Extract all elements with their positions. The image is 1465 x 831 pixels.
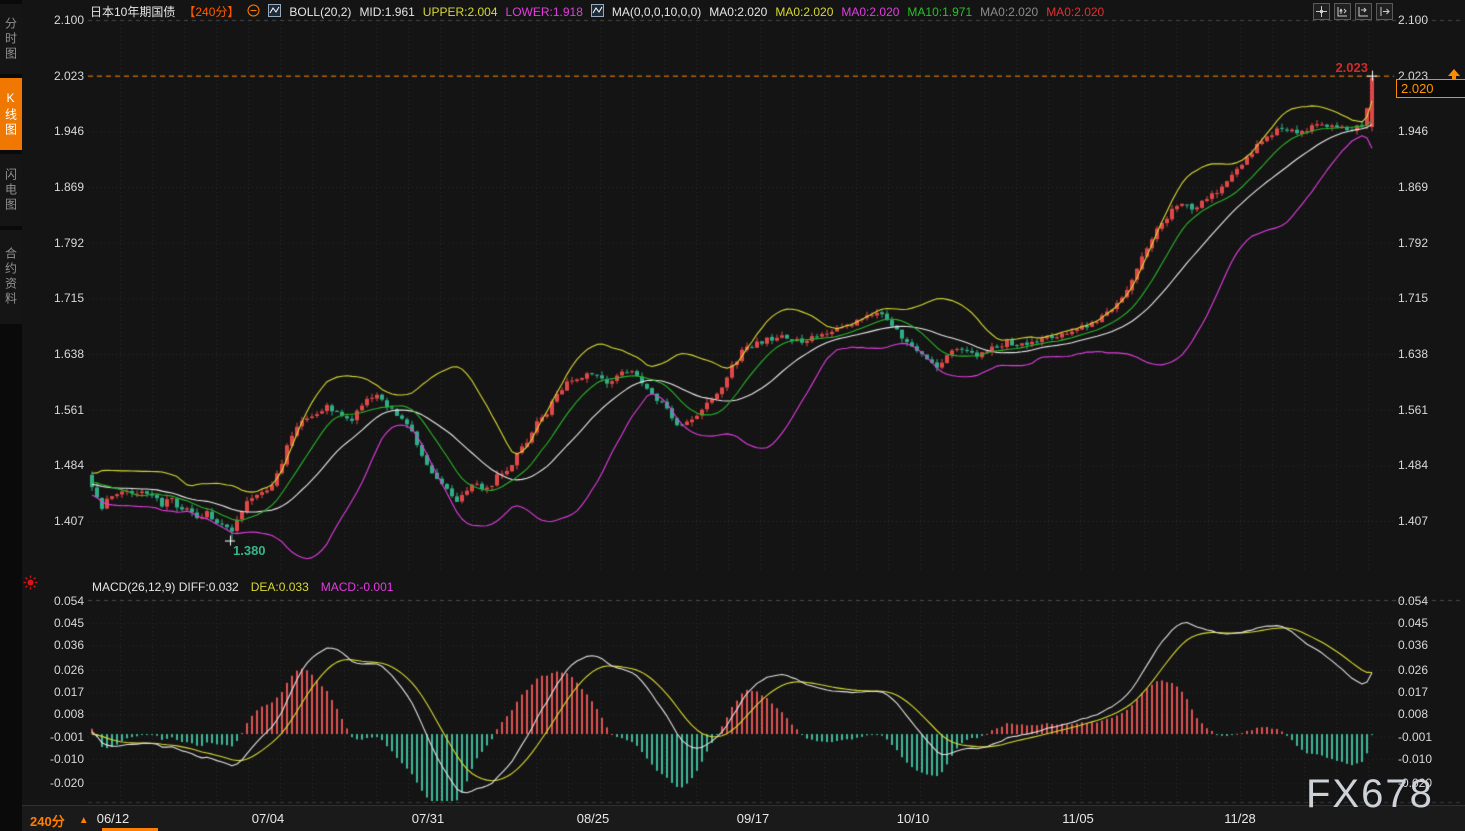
y-axis-tick-right: -0.020 [1398, 776, 1433, 791]
tab-kline-chart[interactable]: K线图 [0, 78, 22, 150]
time-axis-bar: 240分 ▲ 06/12 07/04 07/31 08/25 09/17 10/10 11/… [22, 805, 1465, 831]
y-axis-tick-right: 1.869 [1398, 180, 1429, 194]
x-axis-date-label: 08/25 [576, 811, 610, 826]
y-axis-tick-left: 1.561 [53, 402, 84, 417]
alert-burst-icon[interactable] [23, 575, 38, 595]
y-axis-tick-left: 0.045 [53, 616, 84, 631]
boll-upper-value: UPPER:2.004 [422, 4, 498, 19]
ma0-value-2: MA0:2.020 [775, 4, 834, 19]
boll-name: BOLL(20,2) [289, 4, 352, 19]
macd-hist-value: MACD:-0.001 [320, 580, 394, 594]
x-axis-date-label: 09/17 [736, 811, 770, 826]
y-axis-tick-left: -0.020 [49, 776, 84, 791]
y-axis-tick-left: 1.715 [53, 291, 84, 306]
fx678-watermark: FX678 [1306, 772, 1434, 816]
period-label: 240分 [30, 814, 65, 829]
period-selector[interactable]: 240分 ▲ [30, 811, 89, 830]
y-axis-tick-left: 1.869 [53, 180, 84, 194]
y-axis-tick-left: 1.638 [53, 347, 84, 361]
ma0-value-1: MA0:2.020 [709, 4, 768, 19]
y-axis-tick-left: 2.100 [53, 13, 84, 27]
y-axis-tick-left: 0.054 [53, 594, 84, 608]
ma10-value: MA10:1.971 [907, 4, 973, 19]
y-axis-tick-right: 0.045 [1398, 616, 1429, 631]
boll-lower-value: LOWER:1.918 [505, 4, 583, 19]
x-axis-date-label: 07/31 [411, 811, 445, 826]
x-axis-date-label: 10/10 [896, 811, 930, 826]
session-high-annotation: 2.023 [1335, 60, 1368, 75]
y-axis-tick-right: 1.715 [1398, 291, 1429, 306]
macd-dea-value: DEA:0.033 [250, 580, 309, 594]
chart-toolbar [1313, 3, 1393, 20]
macd-legend: MACD(26,12,9) DIFF:0.032 DEA:0.033 MACD:… [92, 580, 393, 594]
y-axis-tick-left: 0.026 [53, 663, 84, 678]
boll-indicator-icon[interactable] [268, 3, 282, 20]
ma0-value-6: MA0:2.020 [1046, 4, 1105, 19]
y-axis-tick-right: 0.054 [1398, 594, 1429, 608]
y-axis-tick-left: -0.001 [49, 729, 84, 744]
y-axis-tick-left: -0.010 [49, 751, 84, 766]
y-axis-tick-right: 1.561 [1398, 402, 1429, 417]
chart-legend-bar: 日本10年期国债 【240分】 BOLL(20,2) MID:1.961 UPP… [90, 3, 1104, 20]
boll-mid-value: MID:1.961 [359, 4, 415, 19]
y-axis-tick-right: 0.008 [1398, 707, 1429, 722]
y-axis-tick-right: -0.001 [1398, 729, 1433, 744]
y-axis-tick-left: 0.036 [53, 638, 84, 653]
x-axis-date-label: 07/04 [251, 811, 285, 826]
period-active-underline [102, 828, 158, 831]
tab-lightning-chart[interactable]: 闪电图 [0, 154, 22, 226]
y-axis-tick-left: 1.484 [53, 458, 84, 473]
tab-time-chart[interactable]: 分时图 [0, 4, 22, 74]
y-axis-tick-right: 1.792 [1398, 235, 1429, 250]
y-axis-tick-left: 2.023 [53, 68, 84, 83]
y-axis-tick-right: 0.026 [1398, 663, 1429, 678]
y-axis-tick-right: 0.017 [1398, 685, 1429, 700]
y-axis-tick-right: 0.036 [1398, 638, 1429, 653]
ma-indicator-icon[interactable] [590, 3, 604, 20]
period-dropdown-arrow-icon: ▲ [78, 815, 89, 826]
x-axis-date-label: 06/12 [96, 811, 130, 826]
y-axis-tick-right: 1.638 [1398, 347, 1429, 361]
period-tag: 【240分】 [183, 5, 240, 19]
price-up-marker-icon [1446, 68, 1462, 87]
x-axis-date-label: 11/28 [1224, 811, 1256, 826]
marked-low-annotation: 1.380 [233, 543, 266, 558]
y-axis-tick-left: 1.407 [53, 514, 84, 528]
y-axis-tick-right: 1.407 [1398, 514, 1429, 528]
ma0-value-3: MA0:2.020 [841, 4, 900, 19]
macd-name-diff: MACD(26,12,9) DIFF:0.032 [92, 580, 239, 594]
y-axis-tick-left: 0.017 [53, 685, 84, 700]
tab-contract-info[interactable]: 合约资料 [0, 230, 22, 324]
y-axis-tick-right: -0.010 [1398, 751, 1433, 766]
shift-right-icon[interactable] [1376, 3, 1393, 20]
left-tab-rail: 分时图 K线图 闪电图 合约资料 [0, 0, 22, 831]
y-axis-tick-right: 2.100 [1398, 13, 1429, 27]
x-axis-date-label: 11/05 [1062, 811, 1094, 826]
y-axis-tick-right: 1.946 [1398, 124, 1429, 139]
y-axis-tick-right: 1.484 [1398, 458, 1429, 473]
pan-tool-icon[interactable] [1313, 3, 1330, 20]
fit-horizontal-icon[interactable] [1355, 3, 1372, 20]
y-axis-tick-left: 1.792 [53, 235, 84, 250]
ma0-value-5: MA0:2.020 [980, 4, 1039, 19]
y-axis-tick-left: 1.946 [53, 124, 84, 139]
y-axis-tick-left: 0.008 [53, 707, 84, 722]
instrument-title: 日本10年期国债 [90, 5, 176, 19]
fit-vertical-icon[interactable] [1334, 3, 1351, 20]
last-price-tag: 2.020 [1396, 79, 1465, 98]
ma-name: MA(0,0,0,10,0,0) [611, 4, 702, 19]
collapse-circle-icon[interactable] [247, 4, 260, 20]
